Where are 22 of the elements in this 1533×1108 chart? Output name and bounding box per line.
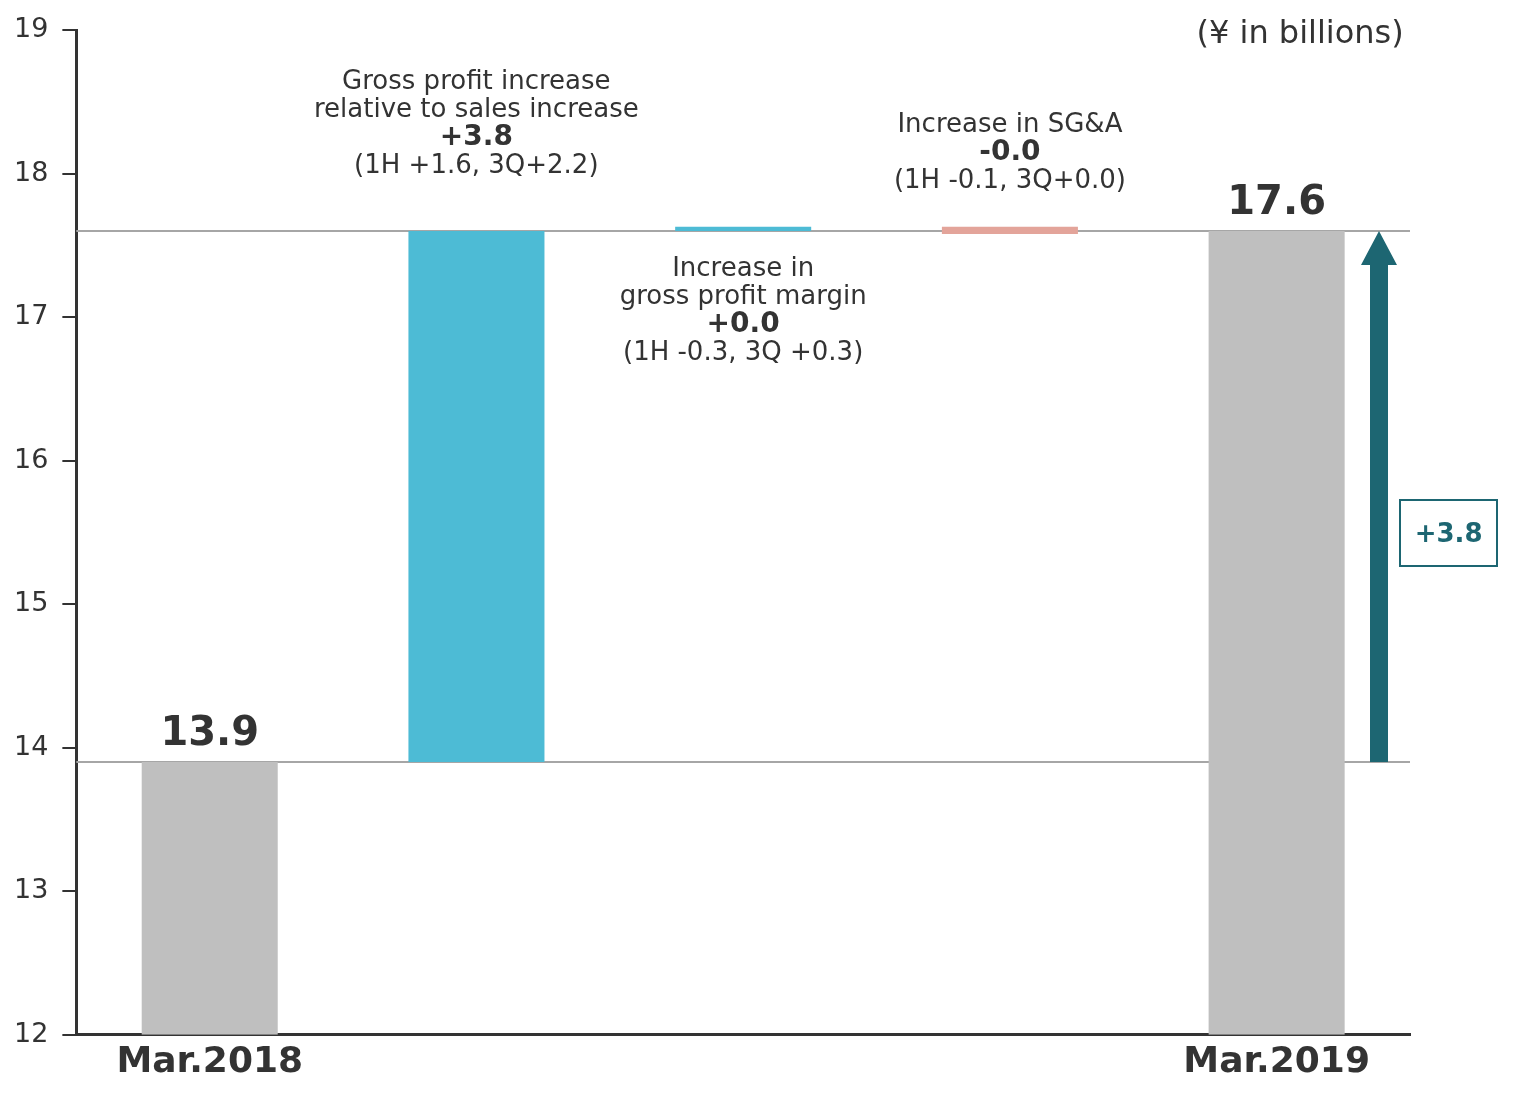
bar: [675, 226, 812, 232]
bar: [941, 226, 1078, 234]
x-tick-label: Mar.2019: [1183, 1038, 1370, 1080]
x-tick-label: Mar.2018: [116, 1038, 304, 1080]
y-tick-label: 17: [14, 299, 49, 331]
annotation: Gross profit increase relative to sales increase +3.8 (1H +1.6, 3Q+2.2): [313, 65, 639, 180]
bar: [408, 231, 545, 763]
y-tick-label: 14: [14, 729, 49, 761]
annotation: Increase in gross profit margin +0.0 (1H -0.3, 3Q +0.3): [619, 251, 867, 366]
y-tick-label: 16: [14, 442, 49, 474]
data-label: 13.9: [160, 707, 260, 754]
bar: [1208, 231, 1345, 1035]
y-tick-label: 19: [14, 12, 49, 44]
y-tick-label: 18: [14, 155, 49, 187]
text: +3.8: [1414, 517, 1483, 548]
annotation: Increase in SG&A -0.0 (1H -0.1, 3Q+0.0): [893, 108, 1126, 195]
y-tick-label: 13: [14, 873, 49, 905]
annotation: (¥ in billions): [1196, 13, 1404, 52]
y-tick-label: 15: [14, 586, 49, 618]
y-tick-label: 12: [14, 1016, 49, 1048]
bar: [141, 762, 278, 1035]
data-label: 17.6: [1227, 176, 1326, 223]
